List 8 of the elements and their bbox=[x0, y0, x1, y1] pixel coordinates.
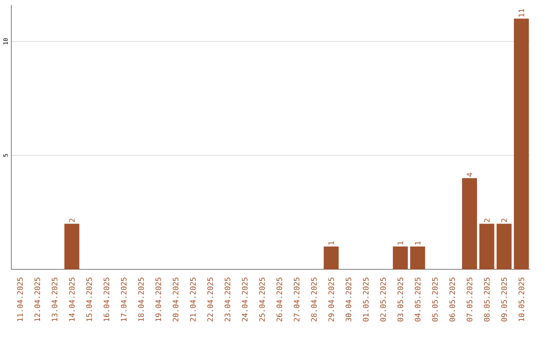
bar bbox=[324, 246, 339, 270]
bar bbox=[496, 224, 512, 270]
bar bbox=[462, 178, 477, 270]
bar bbox=[479, 224, 494, 270]
bar bbox=[392, 246, 408, 270]
bar bbox=[514, 18, 529, 270]
bar bbox=[410, 246, 426, 270]
bar bbox=[64, 224, 80, 270]
